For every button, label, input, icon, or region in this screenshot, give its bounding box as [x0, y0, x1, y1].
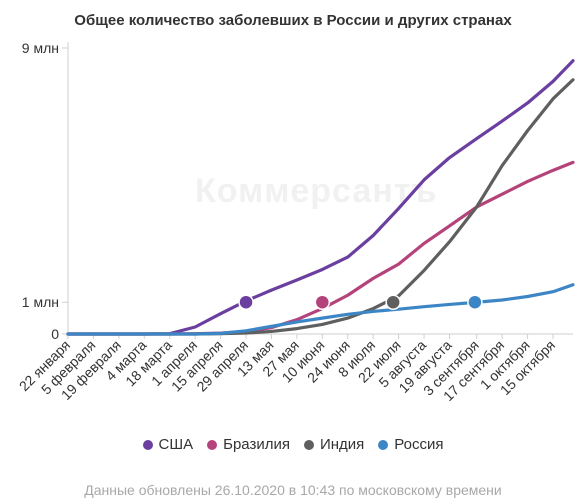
legend-label: США — [158, 436, 194, 453]
y-tick-label: 0 — [51, 326, 59, 342]
legend-item-brazil[interactable]: Бразилия — [207, 436, 290, 453]
watermark: Коммерсантъ — [195, 172, 438, 210]
legend-marker — [142, 439, 153, 450]
legend-label: Индия — [319, 436, 365, 453]
milestone-marker — [385, 294, 401, 310]
chart-title: Общее количество заболевших в России и д… — [74, 12, 512, 29]
y-tick-label: 1 млн — [22, 294, 59, 310]
update-note: Данные обновлены 26.10.2020 в 10:43 по м… — [84, 482, 502, 498]
legend-item-russia[interactable]: Россия — [378, 436, 444, 453]
legend-item-usa[interactable]: США — [142, 436, 194, 453]
legend-marker — [303, 439, 314, 450]
legend: США Бразилия Индия Россия — [0, 436, 586, 453]
legend-item-india[interactable]: Индия — [303, 436, 365, 453]
series-line — [66, 283, 575, 336]
milestone-marker — [314, 294, 331, 310]
legend-label: Бразилия — [223, 436, 290, 453]
legend-label: Россия — [394, 436, 444, 453]
milestone-marker — [238, 294, 254, 310]
y-tick-label: 9 млн — [22, 40, 59, 56]
legend-marker — [207, 439, 218, 450]
legend-marker — [378, 439, 389, 450]
milestone-marker — [467, 294, 483, 310]
